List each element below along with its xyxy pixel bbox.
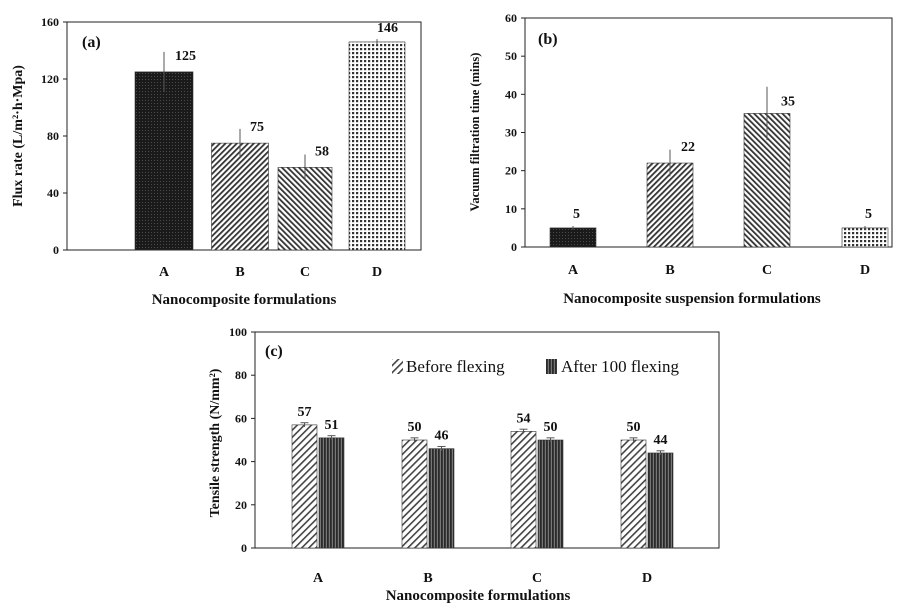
y-tick-label: 100 (229, 325, 247, 339)
bar-c-after (537, 439, 564, 549)
panel-c-frame (254, 331, 720, 549)
bar-b (646, 162, 694, 248)
panel-a: (a) Nanocomposite formulations Flux rate… (11, 15, 422, 308)
category-label: C (762, 263, 772, 278)
panel-a-xlabel: Nanocomposite formulations (152, 292, 337, 308)
y-tick-label: 30 (505, 126, 517, 140)
y-tick-label: 80 (47, 129, 59, 143)
bar-a (134, 71, 194, 251)
legend-swatch-after (546, 359, 557, 374)
y-tick-label: 20 (505, 164, 517, 178)
data-label: 54 (517, 411, 531, 426)
category-label: D (860, 263, 870, 278)
y-tick-label: 80 (235, 368, 247, 382)
category-label: D (642, 571, 652, 586)
data-label: 50 (627, 420, 641, 435)
panel-c-ylabel: Tensile strength (N/mm²) (208, 368, 223, 517)
bar-a-before (291, 424, 318, 549)
y-tick-label: 0 (241, 541, 247, 555)
panel-b-frame (524, 17, 893, 248)
bar-d (841, 227, 889, 248)
data-label: 51 (325, 418, 339, 433)
bar-d-before (620, 439, 647, 549)
y-tick-label: 0 (511, 240, 517, 254)
y-tick-label: 120 (41, 72, 59, 86)
panel-b-ylabel: Vacuum filtration time (mins) (468, 53, 482, 212)
legend-swatch-before (392, 359, 403, 374)
panel-a-title: (a) (82, 34, 101, 51)
y-tick-label: 40 (235, 455, 247, 469)
data-label: 57 (298, 405, 312, 420)
bar-a-after (318, 437, 345, 549)
category-label: C (300, 265, 310, 280)
bar-b-before (401, 439, 428, 549)
y-tick-label: 50 (505, 49, 517, 63)
panel-b-title: (b) (538, 31, 558, 48)
bar-c (277, 167, 333, 251)
data-label: 35 (781, 94, 795, 109)
panel-c: (c) Nanocomposite formulations Tensile s… (208, 325, 720, 604)
y-tick-label: 10 (505, 202, 517, 216)
category-label: B (423, 571, 432, 586)
bar-d-after (647, 452, 674, 549)
category-label: B (235, 265, 244, 280)
data-label: 46 (435, 429, 449, 444)
category-label: D (372, 265, 382, 280)
y-tick-label: 20 (235, 498, 247, 512)
panel-c-xlabel: Nanocomposite formulations (386, 588, 571, 604)
y-tick-label: 60 (505, 11, 517, 25)
data-label: 5 (865, 207, 872, 222)
legend: Before flexing After 100 flexing (392, 357, 680, 376)
bar-c-before (510, 431, 537, 549)
bar-a (549, 227, 597, 248)
data-label: 146 (377, 21, 398, 36)
y-tick-label: 40 (505, 87, 517, 101)
data-label: 44 (654, 433, 668, 448)
category-label: A (159, 265, 170, 280)
category-label: B (665, 263, 674, 278)
legend-label-before: Before flexing (406, 357, 505, 376)
y-tick-label: 40 (47, 186, 59, 200)
bar-b (211, 142, 269, 251)
y-tick-label: 160 (41, 15, 59, 29)
y-tick-label: 60 (235, 411, 247, 425)
data-label: 58 (315, 144, 329, 159)
panel-b: (b) Nanocomposite suspension formulation… (468, 11, 893, 307)
y-tick-label: 0 (53, 243, 59, 257)
data-label: 50 (408, 420, 422, 435)
bar-b-after (428, 448, 455, 549)
data-label: 22 (681, 140, 695, 155)
data-label: 125 (175, 49, 196, 64)
legend-label-after: After 100 flexing (561, 357, 680, 376)
data-label: 5 (573, 207, 580, 222)
category-label: A (313, 571, 324, 586)
panel-a-ylabel: Flux rate (L/m²·h·Mpa) (11, 65, 26, 207)
bar-d (348, 41, 406, 251)
panel-b-xlabel: Nanocomposite suspension formulations (563, 291, 821, 307)
category-label: C (532, 571, 542, 586)
category-label: A (568, 263, 579, 278)
data-label: 50 (544, 420, 558, 435)
data-label: 75 (250, 120, 264, 135)
panel-c-title: (c) (265, 343, 283, 360)
